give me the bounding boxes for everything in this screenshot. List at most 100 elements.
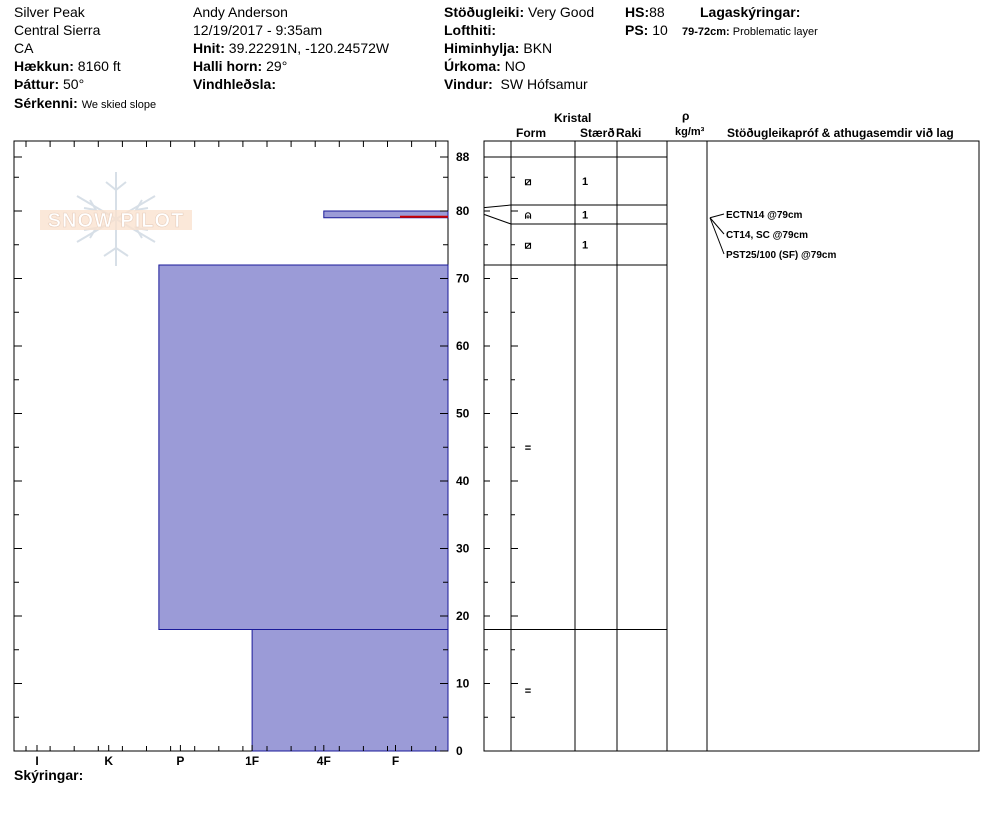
crystal-header: Kristal	[554, 111, 592, 125]
ps-label: PS:	[625, 22, 649, 38]
stability-label: Stöðugleiki:	[444, 4, 525, 20]
x-tick-label: 4F	[317, 754, 331, 768]
layer-note-text: Problematic layer	[732, 26, 818, 38]
crystal-form-symbol: ⧄	[525, 176, 532, 188]
hs-label: HS:	[625, 4, 650, 20]
hardness-layer-bar	[251, 629, 449, 752]
aspect-label: Þáttur:	[14, 76, 60, 92]
snowpilot-logo: SNOW PILOT	[40, 172, 192, 266]
test-pointer	[709, 217, 725, 235]
layer-connector	[483, 213, 512, 225]
y-tick-label: 0	[456, 744, 463, 758]
wind-value: SW Hófsamur	[500, 76, 588, 92]
x-tick-label: K	[104, 754, 113, 768]
crystal-form-symbol: =	[525, 442, 531, 454]
range: Central Sierra	[14, 22, 101, 38]
density-symbol: ρ	[682, 109, 690, 123]
layer-note-range: 79-72cm:	[682, 26, 730, 38]
ps-row: PS: 10	[625, 22, 668, 38]
crystal-table-grid: ⧄ 1 ⍝ 1 ⧄ 1 = =	[483, 141, 708, 751]
elevation-label: Hækkun:	[14, 58, 74, 74]
stability-test-label: ECTN14 @79cm	[726, 210, 803, 221]
ps-value: 10	[652, 22, 668, 38]
wind-loading-row: Vindhleðsla:	[193, 76, 276, 92]
observer: Andy Anderson	[193, 4, 288, 20]
y-tick-label: 80	[456, 204, 470, 218]
x-tick-label: 1F	[245, 754, 259, 768]
coords-label: Hnit:	[193, 40, 225, 56]
moisture-header: Raki	[616, 126, 642, 140]
layer-connector	[483, 204, 512, 209]
stability-value: Very Good	[528, 4, 595, 20]
y-axis-ticks: 0 10 20 30 40 50 60 70 80 88	[14, 150, 518, 758]
datetime: 12/19/2017 - 9:35am	[193, 22, 323, 38]
hardness-layers	[158, 210, 449, 752]
y-tick-label: 30	[456, 542, 470, 556]
crystal-table-frame	[483, 140, 980, 752]
air-temp-row: Lofthiti:	[444, 22, 496, 38]
stability-test-label: PST25/100 (SF) @79cm	[726, 250, 836, 261]
stability-tests: ECTN14 @79cm CT14, SC @79cm PST25/100 (SF)…	[709, 210, 836, 261]
crystal-size-value: 1	[582, 210, 588, 222]
precip-value: NO	[504, 58, 526, 74]
sky-value: BKN	[523, 40, 553, 56]
comments-row: Sérkenni: We skied slope	[14, 95, 156, 113]
aspect-row: Þáttur: 50°	[14, 76, 84, 92]
size-header: Stærð	[580, 126, 615, 140]
comments-label: Sérkenni:	[14, 95, 78, 111]
form-header: Form	[516, 126, 546, 140]
y-tick-label: 10	[456, 677, 470, 691]
crystal-form-symbol: =	[525, 685, 531, 697]
location: Silver Peak	[14, 4, 85, 20]
density-unit: kg/m³	[675, 126, 705, 138]
logo-band	[40, 210, 192, 230]
slope-row: Halli horn: 29°	[193, 58, 287, 74]
elevation-value: 8160 ft	[77, 58, 121, 74]
crystal-form-symbol: ⧄	[525, 240, 532, 252]
wind-loading-label: Vindhleðsla:	[193, 76, 276, 92]
snowflake-icon	[76, 172, 156, 266]
coords-row: Hnit: 39.22291N, -120.24572W	[193, 40, 389, 56]
y-tick-label: 70	[456, 272, 470, 286]
crystal-size-value: 1	[582, 176, 588, 188]
aspect-value: 50°	[63, 76, 85, 92]
crystal-form-symbol: ⍝	[525, 210, 532, 222]
elevation-row: Hækkun: 8160 ft	[14, 58, 121, 74]
y-tick-label: 88	[456, 150, 470, 164]
x-tick-label: I	[35, 754, 38, 768]
state: CA	[14, 40, 34, 56]
slope-value: 29°	[266, 58, 288, 74]
layer-notes-label: Lagaskýringar:	[700, 4, 801, 20]
x-tick-label: F	[392, 754, 399, 768]
x-tick-label: P	[176, 754, 184, 768]
hardness-layer-bar	[158, 264, 449, 630]
y-tick-label: 50	[456, 407, 470, 421]
y-tick-label: 20	[456, 609, 470, 623]
comments-value: We skied slope	[81, 99, 157, 111]
precip-row: Úrkoma: NO	[444, 58, 526, 74]
stability-row: Stöðugleiki: Very Good	[444, 4, 594, 20]
air-temp-label: Lofthiti:	[444, 22, 497, 38]
wind-label: Vindur:	[444, 76, 493, 92]
sky-row: Himinhylja: BKN	[444, 40, 552, 56]
coords-value: 39.22291N, -120.24572W	[228, 40, 390, 56]
stability-test-label: CT14, SC @79cm	[726, 230, 808, 241]
hs-value: 88	[649, 4, 665, 20]
y-tick-label: 40	[456, 474, 470, 488]
wind-row: Vindur: SW Hófsamur	[444, 76, 588, 92]
y-tick-label: 60	[456, 339, 470, 353]
layer-note: 79-72cm: Problematic layer	[682, 24, 818, 40]
logo-text: SNOW PILOT	[48, 210, 185, 232]
slope-label: Halli horn:	[193, 58, 263, 74]
test-pointer	[709, 217, 725, 255]
hardness-layer-bar	[323, 210, 449, 219]
hs-row: HS:88	[625, 4, 665, 20]
tests-header: Stöðugleikapróf & athugasemdir við lag	[727, 126, 954, 140]
crystal-size-value: 1	[582, 240, 588, 252]
test-pointer	[709, 213, 725, 219]
precip-label: Úrkoma:	[444, 58, 501, 74]
notes-label: Skýringar:	[14, 767, 84, 783]
sky-label: Himinhylja:	[444, 40, 520, 56]
x-axis-ticks: I K P 1F 4F F	[25, 141, 437, 768]
